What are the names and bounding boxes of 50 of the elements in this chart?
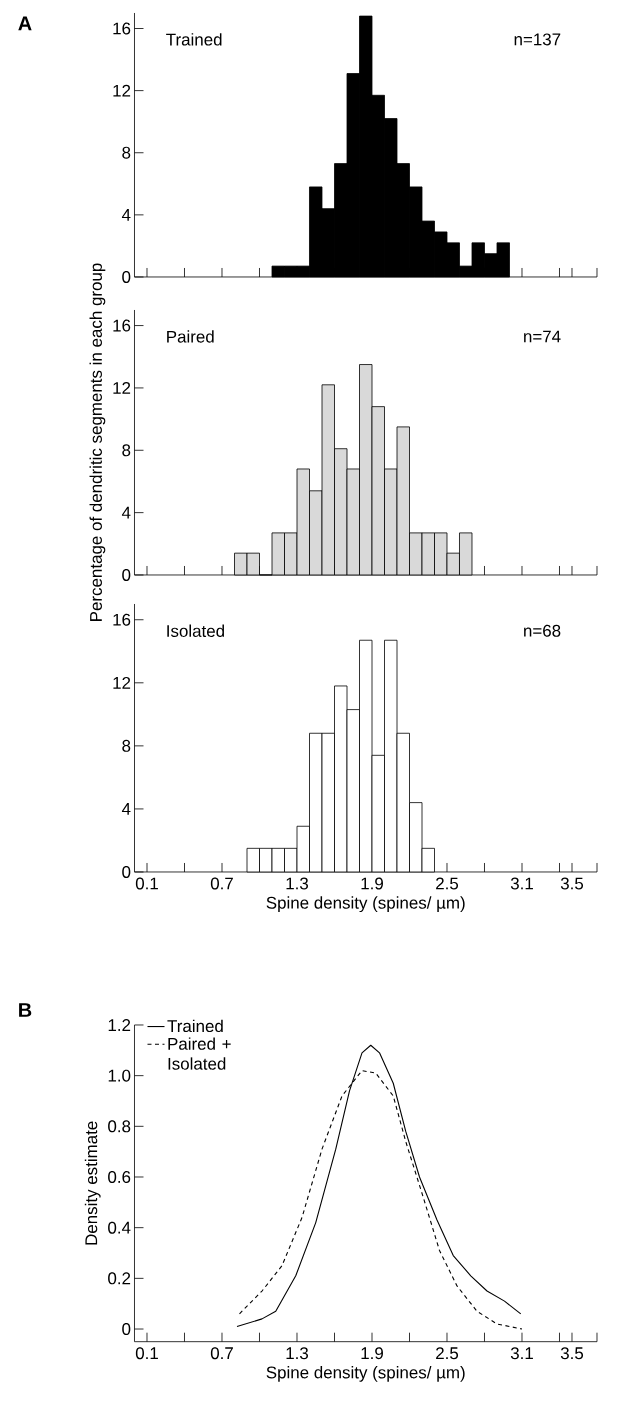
- annotation: n=137: [514, 33, 561, 46]
- annotation: Paired: [167, 330, 214, 343]
- x-axis-title: Spine density (spines/ µm): [266, 1366, 465, 1382]
- y-tick-label: 0: [122, 865, 131, 878]
- y-tick-label: 0.2: [108, 1272, 131, 1285]
- annotation: n=74: [524, 330, 561, 343]
- chart-title: A: [18, 16, 32, 31]
- x-tick-label: 3.1: [510, 877, 533, 890]
- y-tick-label: 0: [122, 270, 131, 283]
- y-tick-label: 4: [121, 803, 131, 815]
- x-tick-label: 1.3: [286, 1347, 309, 1360]
- y-tick-label: 12: [113, 382, 131, 394]
- y-tick-label: 0.6: [108, 1171, 131, 1183]
- y-tick-label: 8: [122, 739, 131, 752]
- legend-label: Paired + Isolated: [168, 1037, 231, 1070]
- y-tick-label: 1.0: [108, 1069, 131, 1082]
- x-tick-label: 0.1: [135, 1347, 158, 1360]
- x-axis-title: Spine density (spines/ µm): [266, 896, 465, 913]
- y-tick-label: 12: [113, 84, 131, 97]
- x-tick-label: 3.1: [510, 1347, 533, 1360]
- x-tick-label: 3.5: [560, 877, 584, 890]
- annotation: Isolated: [167, 624, 224, 638]
- x-tick-label: 0.1: [135, 877, 158, 890]
- x-tick-label: 0.7: [210, 877, 233, 890]
- x-tick-label: 2.5: [436, 1347, 459, 1360]
- chart-title: B: [19, 1003, 32, 1017]
- y-tick-label: 16: [113, 613, 131, 626]
- x-tick-label: 3.5: [560, 1347, 584, 1360]
- y-axis-title: Percentage of dendritic segments in each group: [89, 263, 106, 621]
- y-tick-label: 0.4: [108, 1221, 131, 1234]
- legend-label: Trained: [167, 1019, 223, 1033]
- x-tick-label: 1.9: [361, 1347, 383, 1360]
- x-tick-label: 1.9: [361, 877, 383, 890]
- y-tick-label: 16: [113, 319, 131, 332]
- x-tick-label: 2.5: [436, 877, 459, 890]
- y-tick-label: 8: [122, 146, 131, 159]
- y-tick-label: 4: [121, 209, 131, 221]
- annotation: n=68: [524, 624, 561, 637]
- y-tick-label: 16: [113, 22, 131, 35]
- x-tick-label: 0.7: [210, 1347, 233, 1360]
- y-tick-label: 1.2: [108, 1019, 131, 1031]
- annotation: Trained: [166, 33, 222, 46]
- y-tick-label: 0: [122, 568, 131, 581]
- y-tick-label: 0: [122, 1323, 131, 1336]
- y-tick-label: 8: [122, 444, 131, 457]
- y-tick-label: 0.8: [108, 1120, 131, 1133]
- y-tick-label: 12: [113, 676, 131, 689]
- x-tick-label: 1.3: [286, 877, 309, 890]
- y-tick-label: 4: [121, 506, 131, 519]
- y-axis-title: Density estimate: [84, 1121, 101, 1245]
